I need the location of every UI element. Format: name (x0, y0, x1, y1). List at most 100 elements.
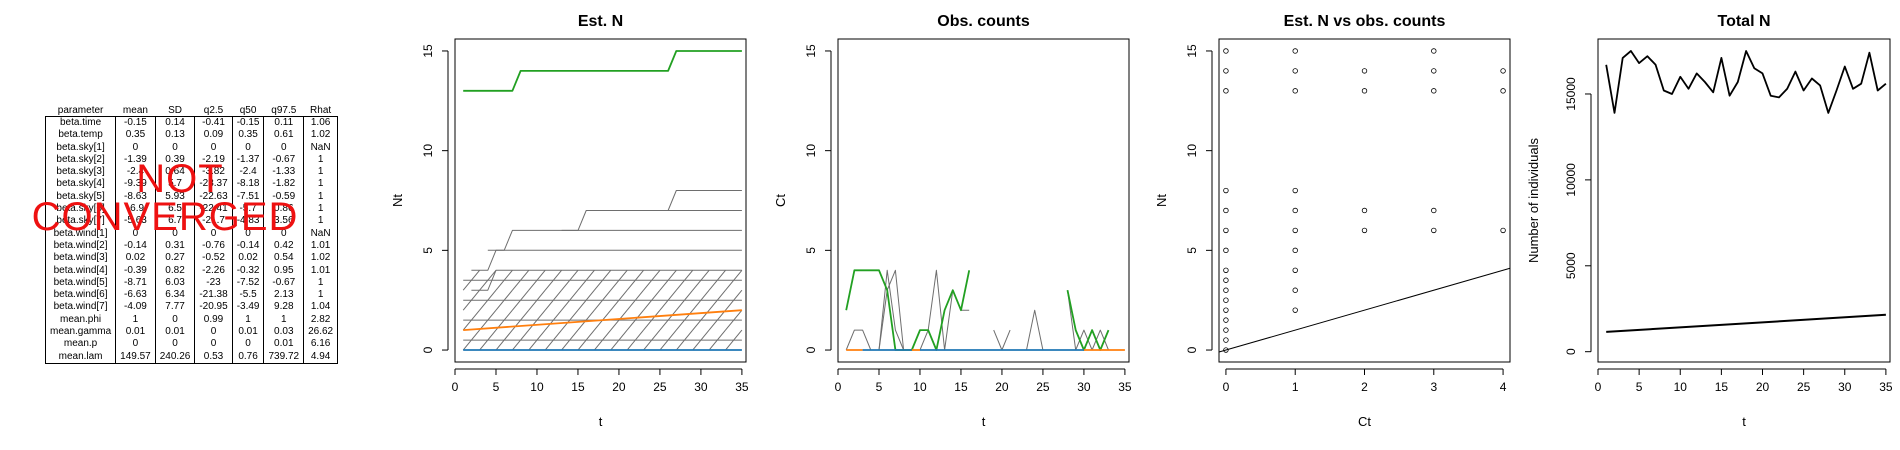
table-cell: mean.gamma (50, 326, 112, 338)
table-cell: -21.38 (194, 289, 233, 302)
chart-3-point (1292, 48, 1298, 54)
chart-4-x-axis-label: t (1742, 414, 1746, 429)
column-header: q97.5 (271, 104, 297, 116)
chart-1-x-tick-label: 0 (452, 380, 459, 394)
table-cell: 0.01 (231, 326, 264, 339)
table-cell: -0.14 (115, 239, 156, 253)
chart-3-point (1292, 227, 1298, 234)
table-cell: 4.94 (303, 350, 338, 364)
table-cell: -22.41 (194, 203, 233, 216)
table-cell: 1 (303, 203, 338, 216)
table-cell: 0 (263, 227, 304, 240)
chart-2-x-tick-label: 20 (995, 380, 1009, 394)
table-cell: 3.56 (263, 215, 304, 228)
chart-3-point (1223, 187, 1229, 194)
chart-3-point (1431, 68, 1437, 74)
chart-3-point (1223, 267, 1229, 273)
table-cell: mean.phi (60, 313, 102, 325)
chart-3-plot-frame (1218, 38, 1511, 363)
table-cell: -0.67 (263, 153, 304, 167)
chart-1-y-tick-label: 10 (421, 144, 435, 158)
chart-3-point (1500, 68, 1506, 74)
chart-4-x-tick-label: 35 (1879, 380, 1893, 394)
chart-3-point (1292, 287, 1298, 293)
table-cell: 0.14 (154, 116, 195, 130)
chart-3-point (1431, 48, 1437, 54)
chart-1-x-tick-label: 25 (653, 380, 667, 394)
table-cell: 1 (303, 178, 338, 191)
table-cell: -6.9 (115, 203, 156, 216)
table-cell: 0 (115, 227, 156, 240)
chart-1-x-tick-label: 20 (612, 380, 626, 394)
table-cell: 1.02 (303, 129, 338, 142)
chart-2-x-tick-label: 0 (835, 380, 842, 394)
stamp-line-1: NOT (136, 157, 224, 201)
table-cell: mean.lam (58, 350, 103, 362)
table-cell: 0 (154, 338, 195, 351)
stamp-line-2: CONVERGED (31, 195, 299, 239)
table-cell: 0 (231, 227, 264, 240)
chart-1-series-line (651, 190, 742, 211)
chart-3-point (1223, 48, 1229, 54)
table-cell: beta.wind[2] (53, 239, 108, 251)
chart-1-x-axis-label: t (599, 414, 603, 429)
table-cell: -2.4 (231, 166, 264, 179)
table-cell: NaN (303, 227, 338, 240)
table-cell: beta.time (60, 117, 102, 128)
table-cell: 0.27 (154, 252, 195, 265)
chart-3-point (1223, 327, 1229, 333)
chart-4-y-tick-label: 5000 (1564, 252, 1578, 279)
table-cell: 0.53 (194, 350, 233, 364)
table-cell: 7.77 (154, 301, 195, 314)
table-row: beta.wind[5] -8.71 6.03 -23 -7.52 -0.67 1 (46, 276, 338, 290)
table-body: beta.time -0.15 0.14 -0.41 -0.15 0.11 1.06 beta… (45, 116, 338, 364)
chart-3-point (1223, 297, 1229, 303)
chart-1-series-line (463, 309, 742, 331)
chart-4-x-tick-label: 15 (1715, 380, 1729, 394)
chart-2-series-line (1066, 290, 1110, 351)
table-cell: beta.wind[4] (53, 264, 108, 276)
table-cell: 0 (154, 313, 195, 327)
table-cell: 1 (303, 289, 338, 302)
chart-4-y-axis-label: Number of individuals (1526, 138, 1541, 264)
table-cell: -1.39 (115, 153, 156, 167)
chart-3-x-tick-label: 3 (1430, 380, 1437, 394)
table-cell: beta.wind[3] (53, 252, 108, 264)
table-cell: -22.63 (194, 190, 233, 204)
table-cell: -0.52 (194, 252, 233, 265)
chart-3-point (1292, 88, 1298, 94)
table-cell: 0 (154, 141, 195, 154)
chart-2-y-axis-label: Ct (773, 194, 788, 207)
chart-2-series-line (1026, 309, 1052, 351)
table-row: beta.wind[4] -0.39 0.82 -2.26 -0.32 0.95 1.01 (46, 264, 338, 277)
table-cell: 6.16 (303, 338, 338, 351)
chart-4-plot-frame (1597, 38, 1891, 363)
chart-3-point (1292, 187, 1298, 194)
chart-1-series-line (487, 229, 742, 251)
table-cell: 0.61 (263, 129, 304, 142)
table-cell: 0 (194, 141, 233, 154)
table-row: beta.sky[6] -6.9 6.5 -22.41 -5.7 0.86 1 (46, 203, 338, 216)
chart-2-x-axis-label: t (982, 414, 986, 429)
table-cell: beta.sky[6] (56, 203, 105, 215)
table-cell: 0 (115, 338, 156, 351)
table-cell: 0 (194, 326, 233, 339)
chart-4-y-tick-label: 15000 (1564, 77, 1578, 111)
table-row: mean.gamma 0.01 0.01 0 0.01 0.03 26.62 (46, 326, 338, 339)
table-cell: 240.26 (154, 350, 195, 364)
table-cell: -0.32 (231, 264, 264, 277)
table-cell: mean.p (63, 338, 98, 350)
table-cell: NaN (303, 141, 338, 154)
table-cell: 1 (115, 313, 156, 327)
table-cell: -0.67 (263, 276, 304, 290)
table-row: mean.lam 149.57 240.26 0.53 0.76 739.72 4.94 (46, 350, 338, 364)
table-cell: beta.wind[1] (53, 227, 108, 239)
chart-3-y-axis-label: Nt (1154, 194, 1169, 207)
table-cell: -8.18 (231, 178, 264, 191)
chart-4-x-tick-label: 5 (1636, 380, 1643, 394)
chart-3-point (1431, 207, 1437, 214)
chart-3-y-tick-label: 5 (1185, 247, 1199, 254)
column-header: mean (122, 104, 148, 116)
chart-2-y-tick-label: 15 (804, 44, 818, 58)
